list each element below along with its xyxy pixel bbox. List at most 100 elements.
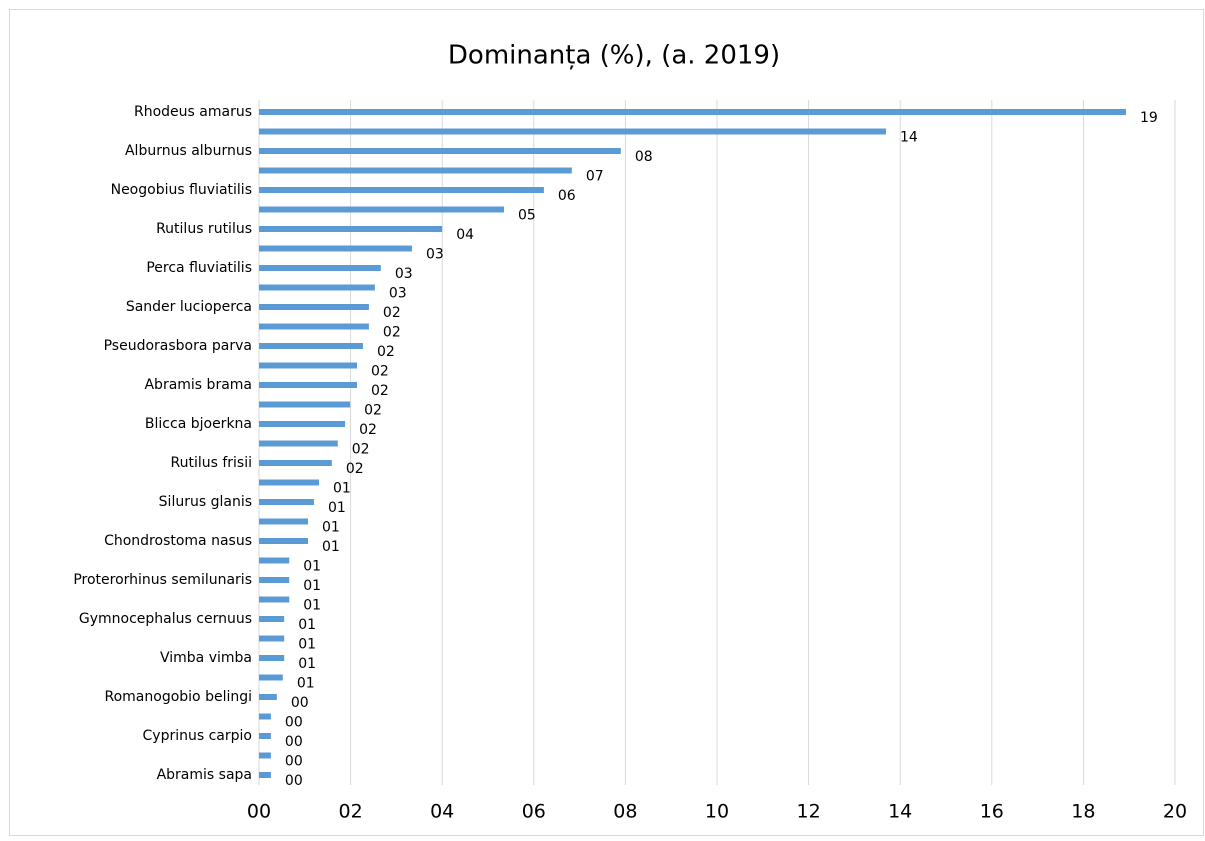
bar [259,772,271,778]
bar [259,674,283,681]
y-tick-label: Cyprinus carpio [143,728,252,744]
data-label: 01 [298,656,316,672]
data-label: 00 [285,754,303,770]
y-tick-label: Abramis brama [144,377,252,393]
data-label: 06 [558,188,576,204]
bar [259,596,290,603]
data-label: 01 [333,481,351,497]
bar [259,343,363,349]
bar [259,187,544,193]
data-label: 01 [298,617,316,633]
x-tick-label: 00 [247,801,271,823]
data-label: 07 [586,169,604,185]
y-tick-label: Neogobius fluviatilis [111,182,252,198]
data-label: 02 [371,383,389,399]
bar [259,148,621,154]
data-label: 01 [322,539,340,555]
x-tick-label: 14 [888,801,912,823]
chart-title: Dominanța (%), (a. 2019) [448,41,780,71]
data-label: 19 [1140,110,1158,126]
bar [259,421,346,427]
bar [259,362,358,369]
y-tick-label: Blicca bjoerkna [145,416,252,432]
bar [259,382,358,388]
y-tick-label: Proterorhinus semilunaris [73,572,252,588]
data-label: 08 [635,149,653,165]
bar [259,226,443,232]
bar [259,440,338,447]
bar [259,128,887,135]
data-label: 01 [303,578,321,594]
data-label: 02 [371,364,389,380]
x-tick-label: 10 [705,801,729,823]
data-label: 01 [322,520,340,536]
y-tick-label: Sander lucioperca [126,299,252,315]
bar [259,577,290,583]
bar [259,655,285,661]
bar [259,109,1126,115]
data-label: 01 [297,676,315,692]
x-tick-label: 12 [797,801,821,823]
bar [259,616,285,622]
data-label: 00 [285,734,303,750]
y-tick-label: Romanogobio belingi [105,689,253,705]
bar [259,694,277,700]
data-label: 02 [364,403,382,419]
bar [259,713,271,720]
bar [259,557,290,564]
y-tick-label: Pseudorasbora parva [104,338,252,354]
data-label: 00 [291,695,309,711]
data-label: 03 [389,286,407,302]
bar [259,479,319,486]
data-label: 02 [352,442,370,458]
data-label: 05 [518,208,536,224]
x-tick-label: 06 [522,801,546,823]
bar [259,401,351,408]
x-tick-label: 02 [339,801,363,823]
bar [259,245,412,252]
bar [259,518,309,525]
bar [259,304,369,310]
data-label: 01 [303,559,321,575]
bar [259,460,332,466]
chart-frame [9,9,1204,836]
bar [259,167,572,174]
y-tick-label: Alburnus alburnus [125,143,252,159]
bar [259,752,271,759]
data-label: 00 [285,715,303,731]
data-label: 01 [298,637,316,653]
x-tick-label: 16 [980,801,1004,823]
y-tick-label: Chondrostoma nasus [104,533,252,549]
data-label: 04 [456,227,474,243]
bar [259,284,375,291]
data-label: 02 [383,325,401,341]
y-tick-label: Abramis sapa [157,767,252,783]
data-label: 14 [900,130,918,146]
bar [259,499,314,505]
data-label: 00 [285,773,303,789]
bar [259,206,505,213]
data-label: 02 [377,344,395,360]
data-label: 03 [426,247,444,263]
x-tick-label: 04 [430,801,454,823]
x-tick-label: 20 [1163,801,1187,823]
bar [259,538,309,544]
data-label: 03 [395,266,413,282]
y-tick-label: Perca fluviatilis [146,260,252,276]
bar [259,733,271,739]
bar [259,323,369,330]
data-label: 02 [359,422,377,438]
y-tick-label: Rutilus rutilus [156,221,252,237]
y-tick-label: Vimba vimba [160,650,252,666]
bar [259,635,285,642]
bar [259,265,381,271]
y-tick-label: Rutilus frisii [170,455,252,471]
data-label: 01 [328,500,346,516]
y-tick-label: Rhodeus amarus [134,104,252,120]
y-tick-label: Gymnocephalus cernuus [79,611,252,627]
x-tick-label: 18 [1071,801,1095,823]
y-tick-label: Silurus glanis [159,494,252,510]
x-tick-label: 08 [613,801,637,823]
data-label: 02 [383,305,401,321]
